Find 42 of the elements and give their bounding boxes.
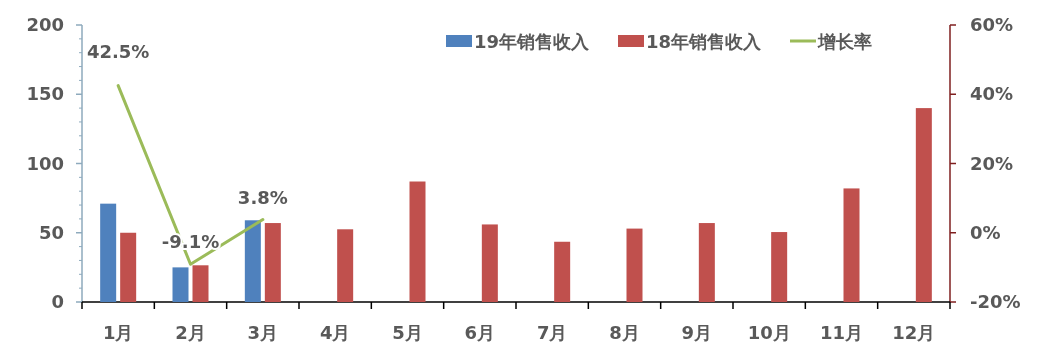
y2-tick-label: 0% bbox=[970, 221, 1001, 243]
y2-tick-label: 40% bbox=[970, 83, 1014, 105]
y2-tick-label: 20% bbox=[970, 152, 1014, 174]
x-tick-label: 8月 bbox=[609, 322, 640, 343]
bar bbox=[244, 220, 261, 302]
x-tick-label: 3月 bbox=[247, 322, 279, 343]
y2-tick-label: -20% bbox=[970, 291, 1021, 312]
bar bbox=[264, 223, 281, 302]
bar bbox=[481, 224, 498, 302]
x-tick-label: 11月 bbox=[819, 322, 864, 343]
bar bbox=[698, 223, 715, 302]
x-tick-label: 10月 bbox=[747, 322, 791, 343]
data-label: 3.8% bbox=[237, 186, 288, 208]
x-tick-label: 12月 bbox=[892, 322, 936, 343]
y-tick-label: 0 bbox=[51, 291, 64, 312]
x-tick-label: 9月 bbox=[681, 322, 713, 343]
bar bbox=[120, 232, 137, 302]
x-tick-label: 4月 bbox=[319, 322, 351, 343]
bar bbox=[172, 267, 189, 302]
bar bbox=[626, 228, 643, 302]
data-label: 42.5% bbox=[86, 40, 150, 62]
x-tick-label: 2月 bbox=[175, 322, 206, 343]
legend-label: 增长率 bbox=[817, 31, 872, 52]
bar bbox=[337, 229, 354, 302]
y-tick-label: 50 bbox=[38, 221, 64, 243]
y-tick-label: 150 bbox=[26, 83, 64, 105]
x-tick-label: 6月 bbox=[464, 322, 496, 343]
y-tick-label: 200 bbox=[26, 14, 64, 35]
bar bbox=[192, 265, 209, 302]
x-tick-label: 5月 bbox=[392, 322, 423, 343]
bar bbox=[554, 241, 571, 302]
bar bbox=[915, 108, 932, 302]
y2-tick-label: 60% bbox=[970, 14, 1014, 35]
x-tick-label: 1月 bbox=[102, 322, 134, 343]
legend-label: 19年销售收入 bbox=[474, 31, 591, 52]
legend-label: 18年销售收入 bbox=[646, 31, 763, 52]
x-tick-label: 7月 bbox=[536, 322, 568, 343]
bar bbox=[771, 232, 788, 302]
y-tick-label: 100 bbox=[26, 152, 64, 174]
bar bbox=[409, 181, 426, 302]
bar bbox=[100, 203, 117, 302]
bar bbox=[843, 188, 860, 302]
